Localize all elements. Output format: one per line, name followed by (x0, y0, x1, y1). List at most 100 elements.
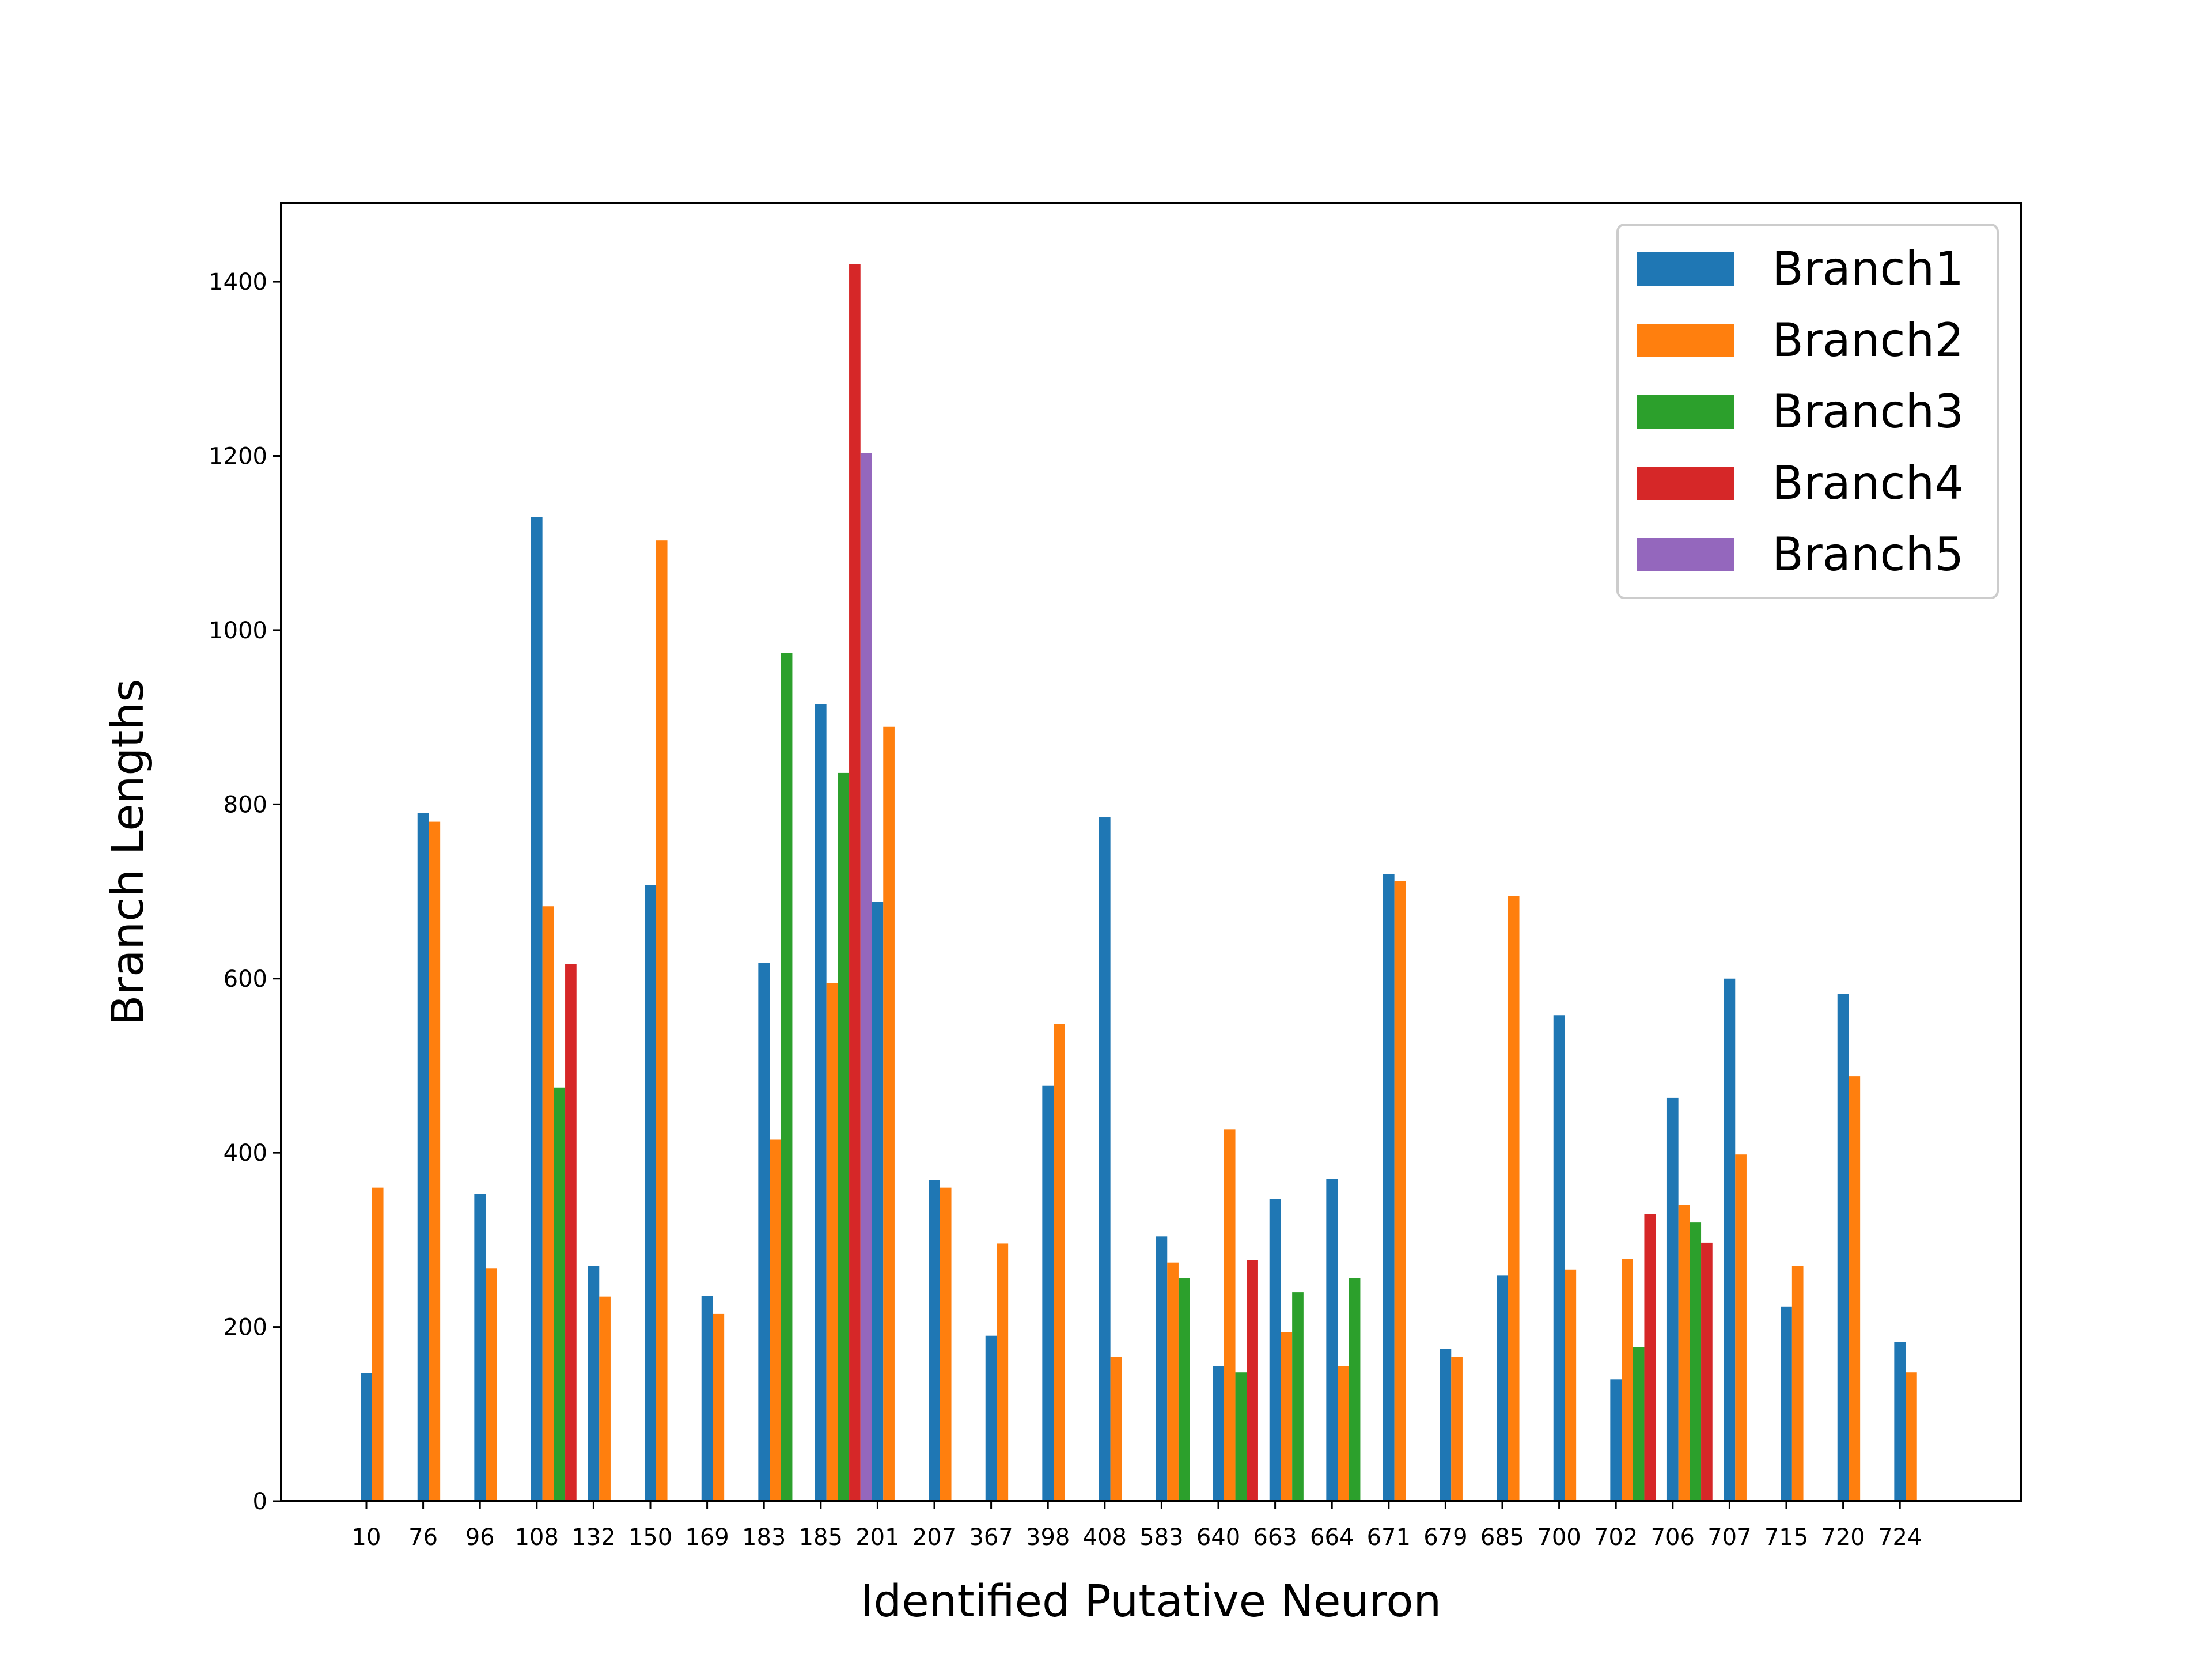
bar-branch2-132 (599, 1296, 611, 1501)
bar-branch1-685 (1497, 1275, 1508, 1501)
x-tick-label: 671 (1367, 1524, 1411, 1551)
bar-branch1-679 (1440, 1349, 1452, 1501)
bar-branch2-679 (1451, 1356, 1463, 1501)
bar-branch1-398 (1042, 1085, 1054, 1501)
x-tick-label: 663 (1253, 1524, 1297, 1551)
bar-branch1-169 (701, 1296, 713, 1501)
bar-branch2-10 (372, 1187, 384, 1501)
bar-branch1-664 (1326, 1179, 1338, 1501)
x-tick-label: 10 (352, 1524, 381, 1551)
y-tick-label: 600 (224, 966, 267, 993)
bar-branch1-663 (1269, 1199, 1281, 1501)
x-tick-label: 583 (1139, 1524, 1183, 1551)
x-tick-label: 183 (742, 1524, 786, 1551)
x-tick-label: 96 (465, 1524, 495, 1551)
x-tick-label: 700 (1537, 1524, 1581, 1551)
x-tick-label: 408 (1083, 1524, 1127, 1551)
bar-branch3-108 (554, 1087, 566, 1501)
x-tick-label: 724 (1878, 1524, 1922, 1551)
bar-branch1-367 (985, 1335, 997, 1501)
x-tick-label: 76 (408, 1524, 438, 1551)
x-tick-label: 720 (1821, 1524, 1865, 1551)
legend-label-branch1: Branch1 (1772, 242, 1964, 296)
x-tick-label: 640 (1196, 1524, 1240, 1551)
x-tick-label: 150 (628, 1524, 672, 1551)
bar-branch2-664 (1338, 1366, 1349, 1501)
bar-branch1-640 (1213, 1366, 1224, 1501)
bar-branch1-108 (531, 517, 543, 1501)
bar-branch1-724 (1894, 1342, 1906, 1501)
bar-branch2-183 (770, 1139, 781, 1501)
x-tick-label: 702 (1594, 1524, 1638, 1551)
bar-branch3-663 (1292, 1292, 1304, 1501)
bar-branch2-150 (656, 540, 668, 1501)
x-tick-label: 201 (855, 1524, 899, 1551)
bar-branch2-685 (1508, 896, 1520, 1501)
bar-branch2-367 (997, 1243, 1009, 1501)
x-tick-label: 398 (1026, 1524, 1070, 1551)
bar-branch1-720 (1837, 994, 1849, 1501)
bar-branch2-408 (1110, 1356, 1122, 1501)
y-tick-label: 1200 (209, 444, 267, 470)
y-axis-label: Branch Lengths (103, 679, 154, 1026)
bar-branch2-702 (1622, 1259, 1633, 1501)
bar-branch3-185 (838, 772, 850, 1501)
legend-swatch-branch3 (1637, 395, 1734, 429)
legend-label-branch4: Branch4 (1772, 456, 1964, 510)
x-tick-label: 367 (969, 1524, 1013, 1551)
bar-branch2-398 (1054, 1024, 1065, 1501)
bar-branch3-583 (1178, 1278, 1190, 1501)
bar-branch4-640 (1247, 1260, 1258, 1501)
bar-branch2-663 (1281, 1332, 1293, 1501)
bar-branch1-700 (1553, 1015, 1565, 1501)
legend-swatch-branch2 (1637, 324, 1734, 357)
x-tick-label: 707 (1707, 1524, 1751, 1551)
legend: Branch1 Branch2 Branch3 Branch4 Branch5 (1616, 224, 1999, 599)
legend-swatch-branch4 (1637, 467, 1734, 500)
y-tick-label: 1400 (209, 269, 267, 296)
y-tick-label: 400 (224, 1140, 267, 1166)
bar-branch4-108 (565, 964, 577, 1501)
bar-branch1-76 (417, 813, 429, 1501)
x-axis-label: Identified Putative Neuron (861, 1576, 1441, 1627)
bar-branch2-185 (826, 983, 838, 1501)
bar-branch2-724 (1906, 1372, 1917, 1501)
x-tick-label: 715 (1764, 1524, 1808, 1551)
bar-branch2-76 (429, 821, 441, 1501)
y-tick-label: 200 (224, 1315, 267, 1341)
x-tick-label: 185 (799, 1524, 843, 1551)
bar-branch3-183 (781, 653, 793, 1501)
bar-branch2-108 (542, 906, 554, 1501)
bar-branch2-96 (486, 1268, 497, 1501)
legend-label-branch5: Branch5 (1772, 528, 1964, 581)
legend-swatch-branch1 (1637, 252, 1734, 286)
bar-branch3-664 (1349, 1278, 1361, 1501)
bars-group (361, 264, 1917, 1502)
bar-branch1-201 (872, 902, 884, 1501)
x-tick-label: 706 (1651, 1524, 1695, 1551)
legend-box (1616, 224, 1999, 599)
axes-frame (280, 202, 2022, 1502)
bar-branch1-207 (929, 1180, 940, 1501)
x-tick-label: 132 (571, 1524, 615, 1551)
bar-branch1-183 (758, 963, 770, 1501)
bar-branch1-707 (1724, 978, 1736, 1501)
bar-branch2-640 (1224, 1129, 1236, 1501)
x-tick-label: 169 (685, 1524, 729, 1551)
bar-branch1-715 (1781, 1306, 1792, 1501)
bar-branch3-640 (1235, 1372, 1247, 1501)
legend-label-branch3: Branch3 (1772, 385, 1964, 438)
bar-branch1-150 (645, 885, 656, 1501)
bar-branch4-702 (1644, 1214, 1656, 1501)
bar-branch2-700 (1565, 1269, 1577, 1501)
bar-branch1-408 (1099, 817, 1111, 1501)
bar-branch1-706 (1666, 1097, 1679, 1501)
bar-branch4-706 (1701, 1242, 1713, 1501)
bar-branch2-671 (1394, 881, 1406, 1501)
bar-branch2-707 (1735, 1154, 1747, 1501)
y-tick-label: 800 (224, 791, 267, 818)
bar-branch1-671 (1382, 874, 1395, 1501)
bar-branch1-185 (815, 704, 827, 1501)
x-tick-label: 685 (1480, 1524, 1524, 1551)
